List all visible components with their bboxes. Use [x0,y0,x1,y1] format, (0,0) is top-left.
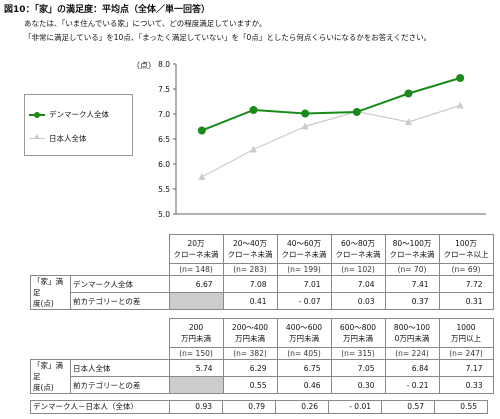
col-header: 20万 クローネ未満 [168,234,224,264]
table-row: 前カテゴリーとの差 0.41- 0.07 0.03 0.37 0.31 [31,292,494,310]
col-header: 40～60万 クローネ未満 [276,234,332,264]
data-point-denmark [404,89,413,98]
y-tick-label: 5.0 [158,210,170,219]
col-header: 60～80万 クローネ未満 [330,234,386,264]
data-point-denmark [197,126,206,135]
question-line-2: 「非常に満足している」を10点、「まったく満足していない」を「0点」としたら何点… [24,33,432,42]
figure-title: 図10：「家」の満足度：平均点（全体／単一回答） [4,5,211,15]
table-japan: 200 万円未満 200～400 万円未満 400～600 万円未満 600～800 万… [30,318,494,394]
data-point-denmark [352,108,361,116]
y-axis-label: （点） [132,61,156,70]
legend-label-japan: 日本人全体 [49,134,87,143]
col-header: 1000 万円以上 [438,318,494,348]
data-point-denmark [249,106,258,114]
col-header: 600～800 万円未満 [330,318,386,348]
row-label: 日本人全体 [70,359,170,377]
row-group-label: 「家」満足 度(点) [30,359,71,394]
y-tick-label: 5.5 [158,185,170,194]
col-header: 200 万円未満 [168,318,224,348]
col-header: 800～100 0万円未満 [384,318,440,348]
table-row: 「家」満足 度(点) デンマーク人全体 6.67 7.08 7.01 7.04 7.41… [30,275,494,310]
table-row-n: (n= 148) (n= 283) (n= 199) (n= 102) (n= 70)… [31,263,494,276]
table-row: 「家」満足 度(点) 日本人全体 5.74 6.29 6.75 7.05 6.84 7.1… [30,359,494,394]
row-label: デンマーク人－日本人（全体） [30,400,170,414]
table-denmark: 20万 クローネ未満 20～40万 クローネ未満 40～60万 クローネ未満 60～8… [30,234,494,310]
table-row: デンマーク人－日本人（全体） 0.93 0.79 0.26 - 0.01 0.5… [30,400,488,414]
table-difference: デンマーク人－日本人（全体） 0.93 0.79 0.26 - 0.01 0.5… [30,400,488,414]
table-row-n: (n= 150) (n= 382) (n= 405) (n= 315) (n= 224… [31,347,494,360]
y-tick-label: 7.5 [158,85,170,94]
data-point-japan [301,122,309,130]
line-chart: 5.0 5.5 6.0 6.5 7.0 7.5 8.0 [158,60,486,219]
legend-item-japan: 日本人全体 [29,133,87,144]
y-tick-label: 8.0 [158,60,170,69]
data-point-japan [198,173,206,180]
question-line-1: あなたは、「いま住んでいる家」について、どの程度満足していますか。 [24,19,267,28]
col-header: 100万 クローネ以上 [438,234,494,264]
data-point-denmark [456,74,465,82]
chart-legend: デンマーク人全体 日本人全体 [24,94,133,156]
col-header: 400～600 万円未満 [276,318,332,348]
y-tick-label: 6.0 [158,160,170,169]
table-row: 前カテゴリーとの差 0.55 0.46 0.30- 0.21 0.33 [31,376,494,394]
y-tick-label: 6.5 [158,135,170,144]
legend-line-japan [29,134,45,139]
col-header: 80～100万 クローネ未満 [384,234,440,264]
y-tick-label: 7.0 [158,110,170,119]
data-point-japan [405,118,412,125]
row-group-label: 「家」満足 度(点) [30,275,71,310]
legend-label-denmark: デンマーク人全体 [49,110,109,119]
col-header: 200～400 万円未満 [222,318,278,348]
col-header: 20～40万 クローネ未満 [222,234,278,264]
row-label: 前カテゴリーとの差 [70,292,170,310]
data-point-japan [456,101,464,109]
row-label: デンマーク人全体 [70,275,170,293]
legend-item-denmark: デンマーク人全体 [29,109,109,120]
row-label: 前カテゴリーとの差 [70,376,170,394]
data-point-denmark [301,109,310,118]
legend-line-denmark [29,111,45,118]
series-line-denmark [201,77,461,132]
series-line-japan [201,104,461,178]
data-point-japan [250,145,257,153]
